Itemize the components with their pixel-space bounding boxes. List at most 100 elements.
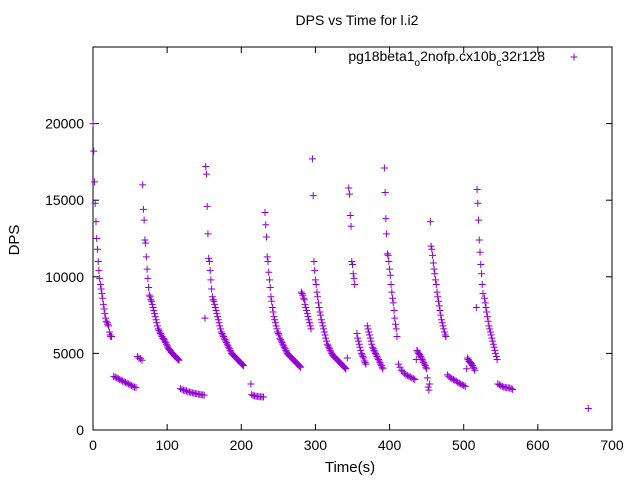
data-point xyxy=(346,190,354,198)
data-point xyxy=(420,359,428,367)
data-point xyxy=(104,320,112,328)
data-point xyxy=(376,359,384,367)
data-point xyxy=(213,310,221,318)
data-point xyxy=(140,216,148,224)
data-point xyxy=(440,325,448,333)
data-point xyxy=(473,185,481,193)
data-point xyxy=(371,349,379,357)
data-point xyxy=(97,285,105,293)
data-point xyxy=(219,331,227,339)
data-point xyxy=(93,235,101,242)
data-point xyxy=(438,319,446,327)
data-point xyxy=(280,343,288,351)
data-point xyxy=(225,345,233,353)
data-point xyxy=(409,375,417,383)
data-point xyxy=(117,376,125,384)
data-point xyxy=(206,267,214,275)
data-point xyxy=(162,339,170,347)
data-point xyxy=(392,325,400,333)
data-point xyxy=(178,385,186,393)
data-point xyxy=(326,346,334,354)
data-point xyxy=(270,313,278,321)
data-point xyxy=(484,317,492,325)
legend-label-tail: 32r128 xyxy=(501,48,545,64)
data-point xyxy=(119,377,127,385)
data-point xyxy=(162,340,170,348)
y-axis-label: DPS xyxy=(6,225,23,256)
data-point xyxy=(422,363,430,371)
data-point xyxy=(478,280,486,288)
data-point xyxy=(220,334,228,342)
data-point xyxy=(281,345,289,353)
data-point xyxy=(387,280,395,288)
data-point xyxy=(321,331,329,339)
data-point xyxy=(487,331,495,339)
data-point xyxy=(300,294,308,302)
data-point xyxy=(369,343,377,351)
data-point xyxy=(369,345,377,353)
data-point xyxy=(374,354,382,362)
data-point xyxy=(271,316,279,324)
data-point xyxy=(202,162,210,170)
data-point xyxy=(392,320,400,328)
data-point xyxy=(116,375,124,383)
y-tick-label: 20000 xyxy=(45,116,84,132)
data-point xyxy=(384,251,392,259)
legend-marker-glyph xyxy=(570,53,578,61)
data-point xyxy=(493,356,501,364)
data-point xyxy=(326,345,334,353)
data-point xyxy=(310,257,318,265)
data-point xyxy=(323,340,331,348)
data-point xyxy=(318,319,326,327)
data-point xyxy=(345,184,353,192)
data-point xyxy=(436,307,444,315)
data-point xyxy=(125,380,133,388)
data-point xyxy=(325,343,333,351)
data-point xyxy=(417,352,425,360)
data-point xyxy=(379,365,387,373)
data-point xyxy=(93,245,101,253)
data-point xyxy=(449,375,457,383)
data-point xyxy=(262,233,270,241)
data-point xyxy=(405,372,413,380)
data-point xyxy=(362,360,370,368)
data-point xyxy=(102,317,110,325)
data-point xyxy=(509,385,517,393)
data-point xyxy=(267,293,275,301)
data-point xyxy=(317,311,325,319)
data-point xyxy=(102,314,110,322)
data-point xyxy=(307,325,315,333)
data-point xyxy=(495,381,503,389)
data-point xyxy=(366,334,374,342)
data-point xyxy=(377,360,385,368)
data-point xyxy=(382,215,390,223)
plot-frame xyxy=(92,46,613,431)
data-point xyxy=(389,294,397,302)
data-point xyxy=(248,391,256,399)
data-point xyxy=(383,250,391,258)
data-point xyxy=(426,380,434,388)
data-point xyxy=(340,363,348,371)
data-point xyxy=(160,336,168,344)
data-point xyxy=(108,333,116,341)
data-point xyxy=(463,365,471,373)
data-point xyxy=(314,293,322,301)
data-point xyxy=(423,374,431,382)
data-point xyxy=(320,325,328,333)
data-point xyxy=(225,343,233,351)
data-point xyxy=(148,300,156,308)
legend-label-mid: 2nofp.cx10b xyxy=(420,48,496,64)
data-point xyxy=(95,267,103,275)
data-point xyxy=(492,352,500,360)
data-point xyxy=(89,120,97,128)
data-point xyxy=(176,385,184,393)
data-point xyxy=(154,322,162,330)
data-point xyxy=(378,363,386,371)
data-point xyxy=(309,192,317,200)
data-point xyxy=(272,322,280,330)
data-point xyxy=(147,296,155,304)
data-point xyxy=(142,239,150,247)
data-point xyxy=(411,375,419,383)
data-point xyxy=(99,300,107,308)
data-point xyxy=(275,331,283,339)
